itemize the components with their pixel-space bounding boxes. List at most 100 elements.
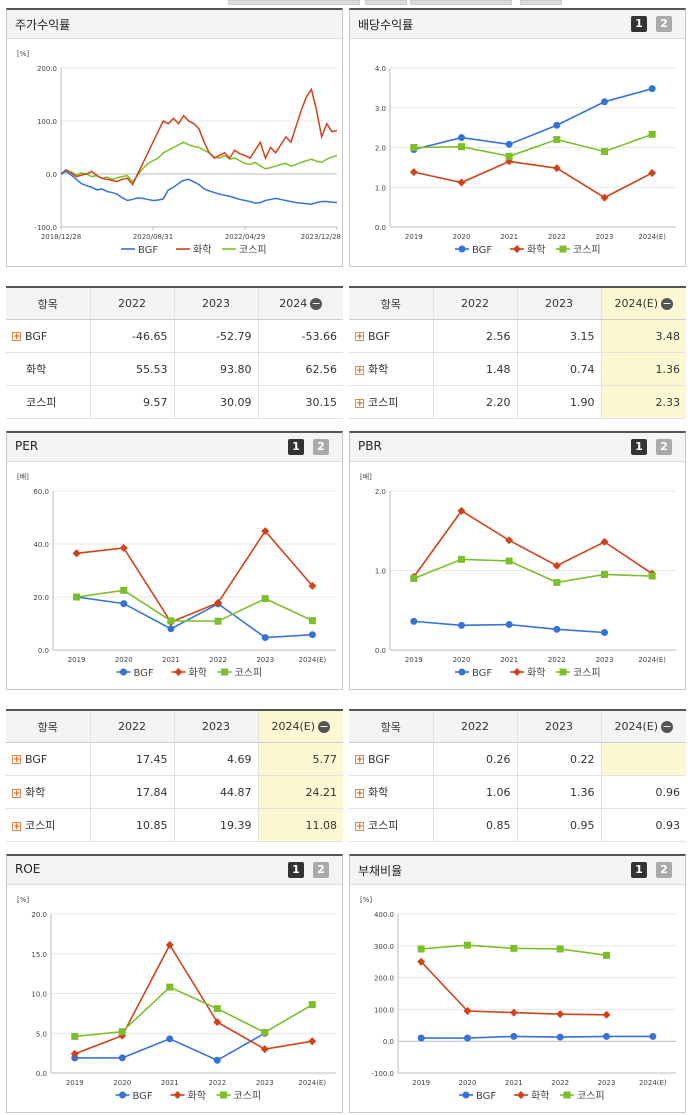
table-header-row: 항목 2022 2023 2024(E) − (6, 710, 343, 743)
data-point-chem (417, 957, 426, 966)
y-tick-label: 100.0 (37, 118, 57, 126)
data-point-chem (509, 1008, 518, 1017)
expand-icon[interactable]: + (355, 821, 364, 832)
table-row: + 코스피 2.20 1.90 2.33 (349, 385, 686, 419)
row-name[interactable]: + 화학 (349, 352, 434, 386)
top-tab[interactable] (520, 0, 562, 5)
cell-value: 17.84 (90, 775, 175, 809)
cell-value: 3.48 (601, 319, 686, 353)
cell-value: 4.69 (174, 742, 259, 776)
top-tab[interactable] (228, 0, 360, 5)
panel-title: 배당수익률 (358, 18, 414, 32)
row-name[interactable]: + 코스피 (349, 808, 434, 842)
collapse-icon[interactable]: − (318, 720, 331, 733)
page-2-button[interactable]: 2 (656, 16, 672, 32)
data-point-kospi (464, 941, 471, 949)
panel-title: ROE (15, 862, 41, 876)
x-tick-label: 2019 (405, 233, 423, 241)
series-line-kospi (60, 141, 338, 184)
legend-marker-chem (513, 245, 521, 253)
collapse-icon[interactable]: − (661, 297, 674, 310)
expand-icon[interactable]: + (355, 332, 364, 342)
row-name[interactable]: + BGF (6, 319, 91, 353)
data-point-kospi (118, 1028, 126, 1036)
data-point-bgf (458, 134, 465, 142)
data-point-kospi (417, 945, 425, 953)
expand-icon[interactable]: + (12, 755, 21, 765)
table-row: + 화학 1.48 0.74 1.36 (349, 352, 686, 386)
row-name[interactable]: + BGF (349, 742, 434, 776)
y-tick-label: 400.0 (374, 911, 394, 919)
top-tab-strip (0, 0, 691, 5)
data-point-kospi (648, 572, 656, 580)
header-label: 항목 (380, 720, 401, 734)
expand-icon[interactable]: + (355, 365, 364, 376)
row-name[interactable]: 코스피 (6, 385, 91, 419)
per-chart: [배] 60.0 40.0 20.0 0.0 2019 2020 2021 2022 2023 20… (17, 472, 336, 679)
data-point-chem (463, 1006, 472, 1015)
data-point-bgf (648, 85, 656, 93)
item-header: 항목 (349, 287, 434, 320)
expand-icon[interactable]: + (355, 398, 364, 409)
cell-value: 1.90 (517, 385, 602, 419)
x-tick-label: 2021 (162, 656, 180, 664)
page-1-button[interactable]: 1 (631, 862, 647, 878)
data-point-kospi (458, 555, 465, 563)
expand-icon[interactable]: + (355, 755, 364, 765)
expand-icon[interactable]: + (12, 332, 21, 342)
expand-icon[interactable]: + (12, 821, 21, 832)
row-label: 코스피 (368, 396, 399, 409)
y-tick-label: 100.0 (374, 1006, 394, 1014)
legend-label-chem: 화학 (193, 244, 211, 256)
page-1-button[interactable]: 1 (288, 862, 304, 878)
row-name[interactable]: + 코스피 (6, 808, 91, 842)
expand-icon[interactable]: + (12, 788, 21, 799)
page-1-button[interactable]: 1 (288, 439, 304, 455)
page-1-button[interactable]: 1 (631, 16, 647, 32)
data-point-kospi (505, 152, 513, 160)
item-header: 항목 (6, 287, 91, 320)
expand-icon[interactable]: + (355, 788, 364, 799)
cell-value: -53.66 (258, 319, 343, 353)
top-tab[interactable] (365, 0, 407, 5)
y-tick-label: 0.0 (46, 171, 57, 179)
x-tick-label: 2024(E) (638, 233, 666, 241)
cell-value: 3.15 (517, 319, 602, 353)
table-header-row: 항목 2022 2023 2024(E) − (349, 287, 686, 320)
row-name[interactable]: + 화학 (6, 775, 91, 809)
x-tick-label: 2019 (405, 656, 423, 664)
collapse-icon[interactable]: − (310, 297, 323, 310)
cell-value: 30.15 (258, 385, 343, 419)
page-2-button[interactable]: 2 (656, 862, 672, 878)
x-tick-label: 2019 (412, 1079, 430, 1087)
x-tick-label: 2024(E) (639, 1079, 667, 1087)
row-name[interactable]: 화학 (6, 352, 91, 386)
legend-label-bgf: BGF (472, 245, 492, 256)
row-name[interactable]: + BGF (6, 742, 91, 776)
panel-header: ROE 1 2 (7, 856, 342, 885)
row-name[interactable]: + 화학 (349, 775, 434, 809)
row-name[interactable]: + BGF (349, 319, 434, 353)
y-tick-label: 1.0 (375, 184, 386, 192)
data-point-bgf (553, 625, 561, 633)
page-1-button[interactable]: 1 (631, 439, 647, 455)
page-2-button[interactable]: 2 (313, 439, 329, 455)
page-2-button[interactable]: 2 (656, 439, 672, 455)
row-name[interactable]: + 코스피 (349, 385, 434, 419)
cell-value: 1.36 (517, 775, 602, 809)
table-row: 화학 55.53 93.80 62.56 (6, 352, 343, 386)
data-point-kospi (167, 617, 175, 625)
table-row: + 코스피 0.85 0.95 0.93 (349, 808, 686, 842)
page-2-button[interactable]: 2 (313, 862, 329, 878)
legend-marker-kospi (559, 245, 567, 253)
x-tick-label: 2023 (598, 1079, 616, 1087)
x-tick-label: 2024(E) (638, 656, 666, 664)
row-label: 화학 (25, 786, 46, 799)
collapse-icon[interactable]: − (661, 720, 674, 733)
data-point-chem (261, 527, 270, 536)
y-tick-label: 0.0 (38, 647, 49, 655)
year-header: 2023 (517, 287, 602, 320)
table-row: + BGF 0.26 0.22 (349, 742, 686, 776)
top-tab[interactable] (410, 0, 512, 5)
data-point-kospi (510, 944, 518, 952)
